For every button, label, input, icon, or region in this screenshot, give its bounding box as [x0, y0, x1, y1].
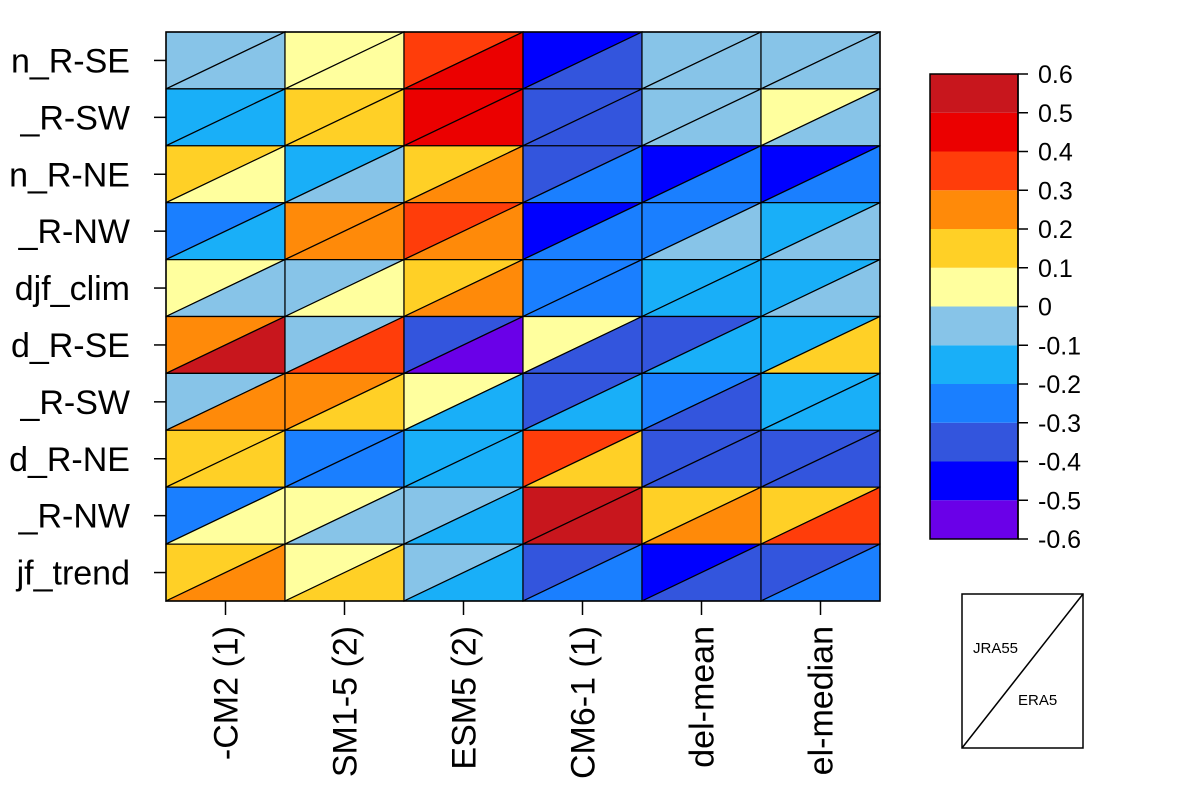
- legend-swatch: [930, 422, 1018, 462]
- row-label: d_R-NE: [9, 441, 130, 479]
- triangle-key: JRA55 ERA5: [961, 593, 1084, 749]
- row-label: d_R-SE: [11, 327, 130, 365]
- legend-swatch: [930, 306, 1018, 346]
- row-label: djf_clim: [15, 270, 130, 308]
- column-label: del-mean: [684, 626, 722, 768]
- column-axis: -CM2 (1) SM1-5 (2) ESM5 (2) CM6-1 (1) del-me…: [208, 601, 841, 779]
- row-label: jf_trend: [16, 555, 130, 593]
- triangle-key-diagonal: [961, 593, 1084, 749]
- triangle-key-lower-label: ERA5: [1018, 692, 1057, 709]
- legend-tick-label: 0.1: [1038, 255, 1073, 283]
- legend-swatch: [930, 345, 1018, 384]
- legend-tick-label: 0.2: [1038, 216, 1073, 244]
- legend-tick-label: -0.6: [1038, 526, 1081, 554]
- row-label: _R-SW: [19, 99, 130, 137]
- plot-frame: [165, 31, 881, 602]
- legend-tick-label: 0.3: [1038, 177, 1073, 205]
- triangle-key-upper-label: JRA55: [973, 640, 1018, 657]
- legend-swatch: [930, 74, 1018, 113]
- legend-swatch: [930, 500, 1018, 539]
- legend-tick-label: 0.4: [1038, 139, 1073, 167]
- column-label: SM1-5 (2): [327, 626, 365, 777]
- legend-tick-label: 0.6: [1038, 61, 1073, 89]
- legend-tick-label: -0.1: [1038, 332, 1081, 360]
- legend-tick-label: -0.2: [1038, 371, 1081, 399]
- column-label: CM6-1 (1): [565, 626, 603, 779]
- heatmap-cells: [165, 31, 881, 602]
- legend-swatch: [930, 384, 1018, 423]
- legend-swatch: [930, 267, 1018, 307]
- row-label: n_R-SE: [11, 42, 130, 80]
- legend-tick-label: -0.4: [1038, 449, 1081, 477]
- legend-swatch: [930, 461, 1018, 501]
- legend-swatch: [930, 112, 1018, 152]
- row-label: _R-NW: [18, 213, 130, 251]
- legend-tick-label: -0.5: [1038, 487, 1081, 515]
- column-label: -CM2 (1): [208, 626, 246, 760]
- legend-swatch: [930, 151, 1018, 191]
- row-axis: n_R-SE _R-SW n_R-NE _R-NW djf_clim d_R-SE _R-S…: [9, 42, 166, 593]
- legend-swatch: [930, 229, 1018, 268]
- column-label: ESM5 (2): [446, 626, 484, 770]
- legend-tick-label: 0.5: [1038, 100, 1073, 128]
- row-label: _R-NW: [18, 498, 130, 536]
- color-legend: 0.6 0.5 0.4 0.3 0.2 0.1 0 -0.1 -0.2 -0.3 -0.4 -0.5 -…: [929, 61, 1081, 554]
- row-label: n_R-NE: [9, 156, 130, 194]
- legend-tick-label: 0: [1038, 294, 1052, 322]
- legend-swatch: [930, 190, 1018, 229]
- row-label: _R-SW: [19, 384, 130, 422]
- legend-tick-label: -0.3: [1038, 410, 1081, 438]
- column-label: el-median: [803, 626, 841, 775]
